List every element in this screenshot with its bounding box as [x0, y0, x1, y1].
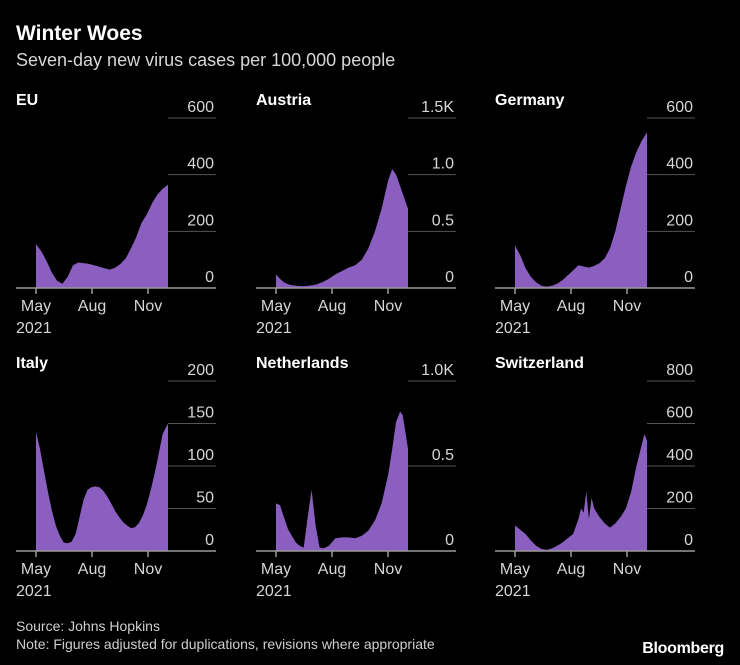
footnote: Note: Figures adjusted for duplications,…: [16, 636, 435, 652]
y-tick-label: 600: [187, 99, 214, 116]
panel-netherlands: Netherlands 0 0.5 1.0K May Aug Nov 2021: [256, 355, 476, 615]
chart-title: Winter Woes: [16, 22, 143, 45]
x-tick-label: May: [21, 561, 51, 578]
area-series: [515, 434, 647, 551]
area-series: [515, 132, 647, 288]
area-chart-italy: 0 50 100 150 200 May Aug Nov 2021: [16, 362, 216, 600]
x-tick-label: Nov: [134, 561, 162, 578]
area-series: [36, 184, 168, 288]
y-tick-label: 1.0: [432, 156, 454, 173]
x-tick-label: Nov: [613, 561, 641, 578]
area-chart-netherlands: 0 0.5 1.0K May Aug Nov 2021: [256, 362, 456, 600]
y-tick-label: 0: [684, 269, 693, 286]
panel-austria: Austria 0 0.5 1.0 1.5K May Aug Nov 2021: [256, 92, 476, 352]
year-label: 2021: [256, 320, 292, 337]
panel-eu: EU 0 200 400 600 May Aug Nov 2021: [16, 92, 236, 352]
area-chart-germany: 0 200 400 600 May Aug Nov 2021: [495, 99, 695, 337]
y-tick-label: 1.0K: [421, 362, 454, 379]
area-chart-switzerland: 0 200 400 600 800 May Aug Nov 2021: [495, 362, 695, 600]
y-tick-label: 100: [187, 447, 214, 464]
y-tick-label: 1.5K: [421, 99, 454, 116]
y-tick-label: 200: [666, 212, 693, 229]
x-tick-label: Nov: [374, 298, 402, 315]
area-chart-eu: 0 200 400 600 May Aug Nov 2021: [16, 99, 216, 337]
y-tick-label: 0.5: [432, 447, 454, 464]
x-tick-label: Aug: [318, 561, 346, 578]
y-tick-label: 0: [205, 269, 214, 286]
y-tick-label: 600: [666, 99, 693, 116]
y-tick-label: 200: [666, 490, 693, 507]
y-tick-label: 400: [666, 156, 693, 173]
year-label: 2021: [16, 583, 52, 600]
y-tick-label: 200: [187, 212, 214, 229]
panel-germany: Germany 0 200 400 600 May Aug Nov 2021: [495, 92, 715, 352]
x-tick-label: Aug: [318, 298, 346, 315]
y-tick-label: 0.5: [432, 212, 454, 229]
panel-title: Italy: [16, 355, 49, 372]
panel-italy: Italy 0 50 100 150 200 May Aug Nov 2021: [16, 355, 236, 615]
panel-title: Switzerland: [495, 355, 584, 372]
y-tick-label: 150: [187, 405, 214, 422]
y-tick-label: 50: [196, 490, 214, 507]
y-tick-label: 600: [666, 405, 693, 422]
x-tick-label: Nov: [374, 561, 402, 578]
source-note: Source: Johns Hopkins: [16, 618, 160, 634]
x-tick-label: May: [500, 561, 530, 578]
x-tick-label: Aug: [557, 298, 585, 315]
area-chart-austria: 0 0.5 1.0 1.5K May Aug Nov 2021: [256, 99, 456, 337]
x-tick-label: May: [500, 298, 530, 315]
x-tick-label: May: [261, 561, 291, 578]
y-tick-label: 0: [445, 532, 454, 549]
year-label: 2021: [256, 583, 292, 600]
year-label: 2021: [495, 320, 531, 337]
panel-title: Germany: [495, 92, 565, 109]
x-tick-label: Aug: [557, 561, 585, 578]
x-tick-label: Aug: [78, 561, 106, 578]
y-tick-label: 0: [205, 532, 214, 549]
panel-title: EU: [16, 92, 39, 109]
chart-subtitle: Seven-day new virus cases per 100,000 pe…: [16, 50, 396, 70]
year-label: 2021: [495, 583, 531, 600]
panel-title: Netherlands: [256, 355, 349, 372]
year-label: 2021: [16, 320, 52, 337]
y-tick-label: 400: [666, 447, 693, 464]
y-tick-label: 400: [187, 156, 214, 173]
area-series: [276, 169, 408, 288]
panel-title: Austria: [256, 92, 312, 109]
x-tick-label: Aug: [78, 298, 106, 315]
x-tick-label: May: [21, 298, 51, 315]
x-tick-label: May: [261, 298, 291, 315]
y-tick-label: 0: [684, 532, 693, 549]
panel-switzerland: Switzerland 0 200 400 600 800 May Aug Nov 2021: [495, 355, 715, 615]
bloomberg-logo: Bloomberg: [642, 640, 724, 657]
x-tick-label: Nov: [134, 298, 162, 315]
area-series: [36, 423, 168, 551]
x-tick-label: Nov: [613, 298, 641, 315]
area-series: [276, 411, 408, 551]
y-tick-label: 800: [666, 362, 693, 379]
y-tick-label: 200: [187, 362, 214, 379]
y-tick-label: 0: [445, 269, 454, 286]
